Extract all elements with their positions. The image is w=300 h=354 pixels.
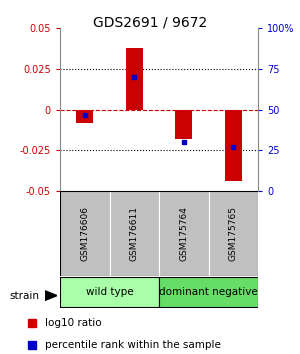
Text: GSM175765: GSM175765	[229, 206, 238, 261]
Bar	[126, 48, 143, 110]
Text: strain: strain	[9, 291, 39, 301]
Text: GSM176611: GSM176611	[130, 206, 139, 261]
Bar	[225, 110, 242, 181]
Polygon shape	[45, 291, 57, 301]
Text: percentile rank within the sample: percentile rank within the sample	[45, 339, 221, 350]
Bar	[159, 191, 208, 276]
Bar	[76, 110, 93, 123]
Bar	[175, 110, 192, 139]
Bar	[159, 277, 258, 307]
Bar	[60, 191, 110, 276]
Text: GDS2691 / 9672: GDS2691 / 9672	[93, 16, 207, 30]
Bar	[208, 191, 258, 276]
Bar	[110, 191, 159, 276]
Bar	[60, 277, 159, 307]
Text: wild type: wild type	[86, 287, 133, 297]
Text: dominant negative: dominant negative	[159, 287, 258, 297]
Text: GSM175764: GSM175764	[179, 206, 188, 261]
Text: log10 ratio: log10 ratio	[45, 318, 102, 329]
Text: GSM176606: GSM176606	[80, 206, 89, 261]
